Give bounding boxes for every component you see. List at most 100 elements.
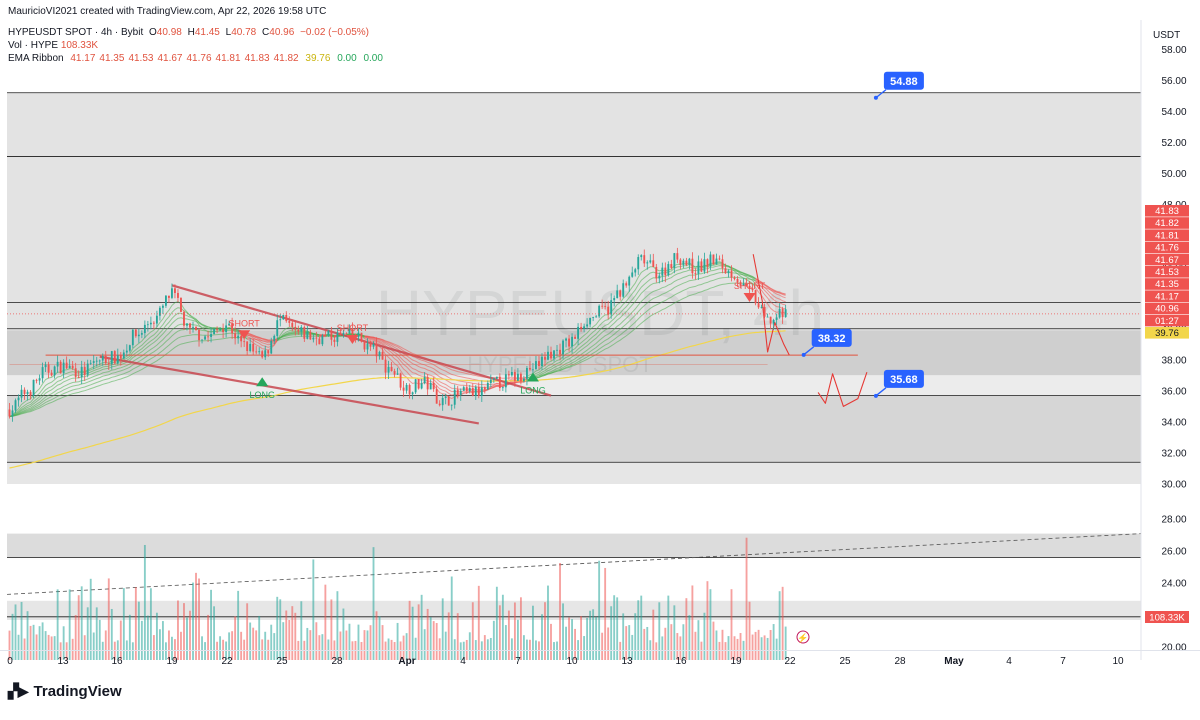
volume-bar	[210, 590, 212, 660]
volume-bar	[580, 616, 582, 660]
candle-body	[18, 398, 20, 401]
volume-bar	[111, 609, 113, 660]
price-tick-label: 32.00	[1161, 448, 1186, 459]
volume-bar	[682, 624, 684, 660]
candle-body	[580, 327, 582, 329]
currency-label: USDT	[1153, 30, 1180, 41]
volume-pane: ⚡	[7, 534, 1141, 660]
volume-bar	[526, 640, 528, 660]
volume-bar	[69, 589, 71, 660]
candle-body	[409, 385, 411, 394]
volume-bar	[234, 616, 236, 660]
price-zone	[7, 462, 1141, 484]
ema-legend-label: EMA Ribbon	[8, 53, 64, 64]
volume-bar	[643, 629, 645, 660]
volume-bar	[63, 626, 65, 660]
volume-bar	[625, 626, 627, 660]
volume-bar	[153, 635, 155, 660]
target-label-text: 38.32	[818, 333, 846, 345]
candle-body	[710, 255, 712, 267]
volume-bar	[544, 602, 546, 660]
volume-bar	[156, 613, 158, 660]
candle-body	[132, 330, 134, 346]
volume-bar	[716, 630, 718, 660]
candle-body	[782, 309, 784, 317]
candle-body	[619, 290, 621, 296]
candle-body	[694, 273, 696, 274]
candle-body	[755, 290, 757, 303]
candle-body	[427, 377, 429, 389]
volume-bar	[418, 604, 420, 660]
volume-bar	[505, 625, 507, 660]
volume-bar	[315, 622, 317, 660]
candle-body	[571, 337, 573, 347]
candle-body	[691, 259, 693, 274]
volume-bar	[132, 642, 134, 660]
volume-bar	[246, 603, 248, 660]
candle-body	[703, 259, 705, 271]
volume-bar	[670, 624, 672, 660]
candle-body	[734, 278, 736, 279]
candle-body	[776, 317, 778, 319]
candle-body	[306, 332, 308, 339]
volume-bar	[141, 621, 143, 660]
candle-body	[601, 306, 603, 307]
volume-bar	[664, 628, 666, 660]
candle-body	[538, 361, 540, 366]
candle-body	[189, 323, 191, 327]
volume-bar	[306, 628, 308, 660]
candle-body	[30, 392, 32, 396]
candle-body	[330, 331, 332, 340]
candle-body	[279, 319, 281, 320]
volume-bar	[628, 625, 630, 660]
volume-bar	[138, 602, 140, 660]
candle-body	[442, 398, 444, 405]
candle-body	[358, 333, 360, 337]
candle-body	[87, 364, 89, 375]
price-tick-label: 36.00	[1161, 386, 1186, 397]
candle-body	[433, 383, 435, 389]
candle-body	[63, 363, 65, 374]
candle-body	[502, 387, 504, 388]
volume-bar	[42, 622, 44, 660]
candle-body	[634, 269, 636, 272]
volume-bar	[27, 611, 29, 660]
volume-bar	[553, 642, 555, 660]
volume-bar	[33, 625, 35, 660]
candle-body	[463, 387, 465, 391]
volume-bar	[282, 622, 284, 660]
volume-bar	[243, 640, 245, 660]
candle-body	[327, 331, 329, 336]
time-tick-label: 13	[621, 656, 633, 667]
volume-bar	[646, 627, 648, 660]
volume-legend-value: 108.33K	[61, 40, 98, 51]
candle-body	[216, 329, 218, 330]
volume-tick-label: 20.00	[1161, 643, 1186, 654]
volume-bar	[189, 611, 191, 660]
candle-body	[625, 283, 627, 285]
volume-bar	[135, 587, 137, 660]
candle-body	[270, 341, 272, 353]
volume-bar	[123, 588, 125, 660]
time-tick-label: 19	[730, 656, 742, 667]
candle-body	[652, 260, 654, 267]
close-value: 40.96	[269, 27, 294, 38]
tradingview-logo[interactable]: ▞▶ TradingView	[8, 683, 122, 700]
volume-bar	[264, 632, 266, 660]
candle-body	[448, 396, 450, 405]
volume-tick-label: 26.00	[1161, 547, 1186, 558]
volume-bar	[457, 613, 459, 660]
price-tick-label: 34.00	[1161, 417, 1186, 428]
candle-body	[586, 324, 588, 326]
candle-body	[637, 257, 639, 269]
volume-bar	[508, 611, 510, 660]
volume-bar	[517, 620, 519, 660]
volume-bar	[294, 613, 296, 660]
candle-body	[153, 323, 155, 324]
candle-body	[129, 345, 131, 350]
volume-bar	[424, 629, 426, 660]
candle-body	[673, 253, 675, 268]
candle-body	[622, 283, 624, 296]
candle-body	[722, 259, 724, 268]
